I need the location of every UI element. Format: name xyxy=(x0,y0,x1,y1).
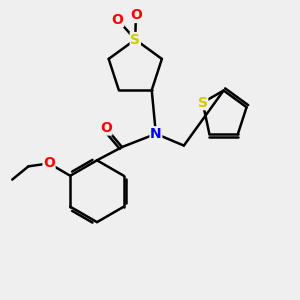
Text: S: S xyxy=(198,96,208,110)
Text: O: O xyxy=(100,121,112,135)
Text: O: O xyxy=(130,8,142,22)
Text: S: S xyxy=(130,33,140,46)
Text: N: N xyxy=(150,127,162,141)
Text: O: O xyxy=(43,156,55,170)
Text: O: O xyxy=(112,13,124,27)
